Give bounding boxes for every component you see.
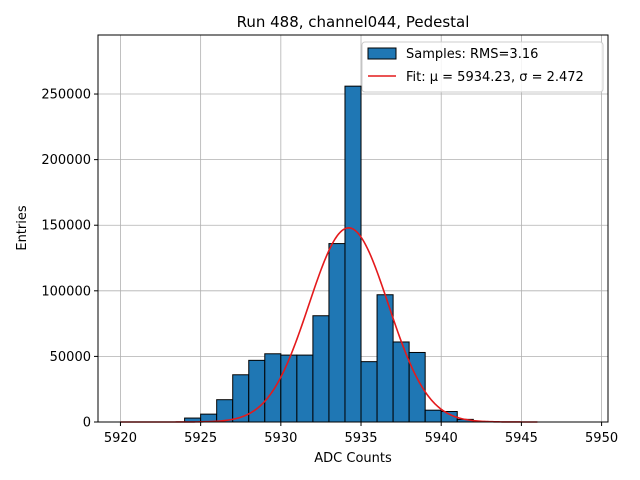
plot-frame bbox=[97, 34, 609, 423]
histogram-bar bbox=[312, 315, 330, 423]
legend: Samples: RMS=3.16 Fit: μ = 5934.23, σ = … bbox=[361, 41, 604, 93]
histogram-bar bbox=[344, 85, 362, 423]
legend-box bbox=[361, 41, 604, 93]
y-tick-label: 250000 bbox=[41, 88, 91, 103]
y-tick-label: 150000 bbox=[41, 219, 91, 234]
y-axis-ticks: 0 50000 100000 150000 200000 250000 bbox=[41, 88, 98, 431]
y-tick-label: 0 bbox=[83, 416, 91, 431]
histogram-bars bbox=[184, 85, 490, 423]
chart-title: Run 488, channel044, Pedestal bbox=[237, 13, 470, 31]
x-tick-label: 5945 bbox=[505, 431, 538, 446]
x-tick-label: 5950 bbox=[585, 431, 618, 446]
histogram-bar bbox=[280, 354, 298, 423]
histogram-bar bbox=[296, 354, 314, 423]
y-tick-label: 200000 bbox=[41, 153, 91, 168]
x-axis-label: ADC Counts bbox=[314, 451, 392, 466]
legend-label-samples: Samples: RMS=3.16 bbox=[406, 47, 538, 62]
x-tick-label: 5940 bbox=[425, 431, 458, 446]
x-tick-label: 5930 bbox=[264, 431, 297, 446]
histogram-bar bbox=[328, 243, 346, 423]
x-tick-label: 5935 bbox=[344, 431, 377, 446]
x-axis-ticks: 5920 5925 5930 5935 5940 5945 5950 bbox=[104, 422, 618, 446]
histogram-bar bbox=[216, 399, 234, 423]
histogram-bar bbox=[360, 361, 378, 423]
legend-label-fit: Fit: μ = 5934.23, σ = 2.472 bbox=[406, 70, 584, 85]
y-tick-label: 50000 bbox=[50, 350, 91, 365]
x-tick-label: 5925 bbox=[184, 431, 217, 446]
y-axis-label: Entries bbox=[15, 205, 30, 251]
histogram-bar bbox=[376, 294, 394, 423]
histogram-bar bbox=[424, 409, 442, 423]
histogram-bar bbox=[264, 353, 282, 423]
legend-swatch-samples bbox=[367, 47, 397, 60]
y-tick-label: 100000 bbox=[41, 284, 91, 299]
x-tick-label: 5920 bbox=[104, 431, 137, 446]
